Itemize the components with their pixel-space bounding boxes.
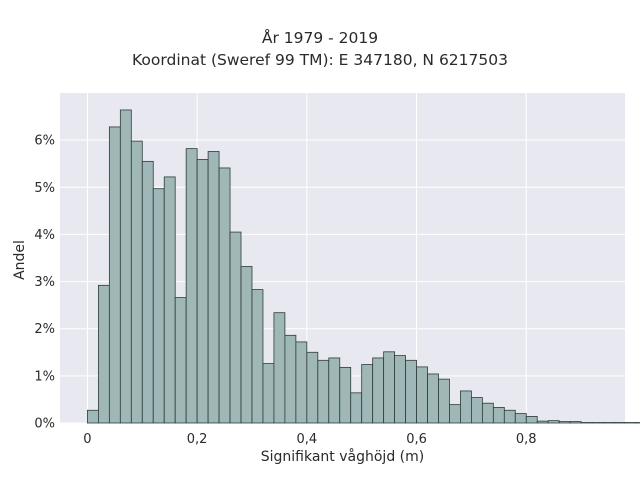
histogram-bar — [251, 289, 264, 424]
histogram-bar — [372, 357, 385, 424]
histogram-bar — [152, 188, 165, 424]
histogram-bar — [460, 390, 472, 424]
histogram-bar — [218, 167, 231, 424]
histogram-bar — [514, 413, 527, 424]
histogram-bar — [119, 109, 132, 424]
histogram-bar — [536, 420, 549, 424]
histogram-bar — [394, 355, 406, 424]
y-tick-label: 1% — [34, 369, 55, 384]
x-tick-label: 0 — [83, 432, 91, 447]
histogram-bar — [525, 415, 538, 424]
histogram-bar — [547, 420, 560, 424]
histogram-bar — [207, 151, 220, 424]
histogram-bar — [361, 364, 374, 424]
histogram-bar — [141, 160, 154, 424]
histogram-bar — [174, 297, 187, 424]
histogram-bar — [328, 357, 341, 424]
histogram-bar — [438, 378, 450, 424]
histogram-bar — [427, 373, 439, 424]
histogram-bar — [273, 312, 286, 424]
y-tick-label: 4% — [34, 228, 55, 243]
histogram-bar — [405, 359, 417, 424]
x-tick-label: 0,4 — [297, 432, 318, 447]
histogram-bar — [492, 407, 505, 424]
histogram-bar — [416, 366, 428, 424]
histogram-bar — [87, 409, 99, 424]
histogram-bar — [558, 421, 571, 424]
x-axis-ticks: 0 0,2 0,4 0,6 0,8 — [83, 432, 536, 447]
histogram-bar — [196, 159, 209, 424]
histogram-bar — [503, 409, 516, 424]
histogram-bar — [350, 392, 363, 424]
y-axis-label: Andel — [12, 240, 28, 280]
histogram-bar — [262, 363, 275, 424]
histogram-bar — [306, 351, 319, 424]
y-axis-ticks: 0% 1% 2% 3% 4% 5% 6% — [34, 134, 55, 432]
y-tick-label: 0% — [34, 417, 55, 432]
histogram-bar — [240, 266, 253, 424]
y-tick-label: 6% — [34, 134, 55, 149]
histogram-bar — [339, 366, 352, 424]
bars — [87, 109, 640, 424]
histogram-bar — [163, 176, 176, 424]
histogram-bar — [185, 148, 198, 424]
histogram-bar — [295, 341, 308, 424]
chart-subtitle: Koordinat (Sweref 99 TM): E 347180, N 62… — [132, 51, 508, 69]
chart-title: År 1979 - 2019 — [261, 29, 379, 47]
histogram-bar — [229, 231, 242, 424]
y-tick-label: 3% — [34, 275, 55, 290]
histogram-bar — [471, 397, 483, 424]
x-tick-label: 0,6 — [406, 432, 427, 447]
x-axis-label: Signifikant våghöjd (m) — [261, 448, 424, 465]
x-tick-label: 0,2 — [187, 432, 208, 447]
histogram-bar — [130, 140, 143, 424]
histogram-bar — [569, 421, 582, 424]
y-tick-label: 5% — [34, 181, 55, 196]
x-tick-label: 0,8 — [516, 432, 537, 447]
y-tick-label: 2% — [34, 322, 55, 337]
histogram-bar — [449, 404, 461, 424]
histogram-bar — [97, 284, 110, 424]
histogram-bar — [317, 359, 330, 424]
histogram-bar — [108, 126, 121, 424]
histogram-bar — [383, 351, 396, 424]
histogram-bar — [284, 334, 297, 424]
histogram-bar — [481, 402, 494, 424]
